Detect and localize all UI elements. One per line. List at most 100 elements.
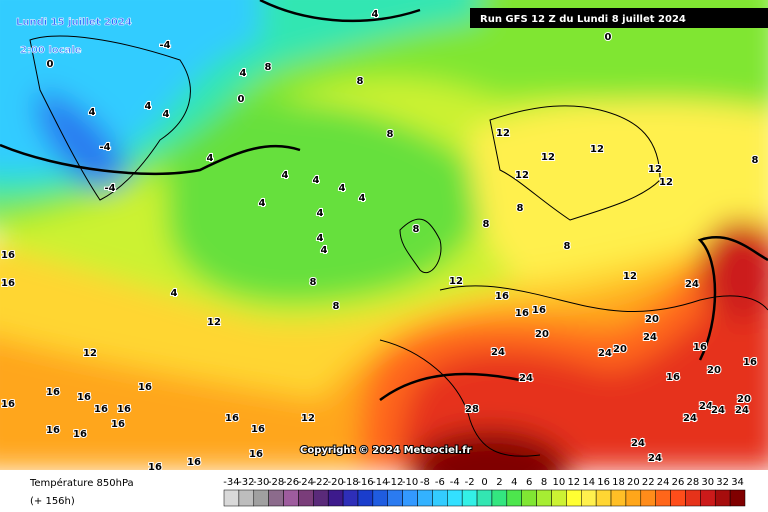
contour-label: 4 [372,9,379,20]
color-swatch [610,489,627,507]
lead-time: (+ 156h) [30,496,75,507]
copyright: Copyright © 2024 Meteociel.fr [300,445,471,456]
contour-label: 8 [564,241,571,252]
contour-label: 12 [301,413,315,424]
color-swatch [461,489,478,507]
contour-label: 20 [535,329,549,340]
contour-label: 16 [187,457,201,468]
color-swatch [283,489,299,507]
color-swatch [223,489,240,507]
contour-label: 4 [240,68,247,79]
legend-title: Température 850hPa [29,477,134,489]
contour-label: 28 [465,404,479,415]
colorbar-label: -32 [238,477,254,488]
color-swatch [685,489,701,507]
colorbar-label: -20 [327,477,343,488]
color-swatch [714,489,731,507]
colorbar-label: 20 [627,477,640,488]
colorbar-label: -16 [357,477,373,488]
color-swatch [700,489,716,507]
colorbar-label: -18 [342,477,358,488]
colorbar-label: -8 [420,477,430,488]
contour-label: 16 [94,404,108,415]
colorbar-label: -22 [313,477,329,488]
color-swatch [357,489,374,507]
contour-label: 12 [496,128,510,139]
contour-label: 24 [735,405,749,416]
contour-label: 16 [1,278,15,289]
colorbar-label: 26 [672,477,685,488]
color-swatch [655,489,671,507]
contour-label: 4 [145,101,152,112]
color-swatch [268,489,284,507]
color-swatch [625,489,642,507]
contour-label: 24 [643,332,657,343]
contour-label: 4 [89,107,96,118]
contour-label: 24 [683,413,697,424]
contour-label: 8 [333,301,340,312]
contour-label: 16 [111,419,125,430]
contour-label: 24 [519,373,533,384]
contour-label: 24 [711,405,725,416]
contour-label: 8 [413,224,420,235]
contour-label: 24 [491,347,505,358]
contour-label: 12 [449,276,463,287]
contour-label: 20 [737,394,751,405]
colorbar-label: -24 [298,477,314,488]
contour-label: 4 [321,245,328,256]
date: Lundi 15 juillet 2024 [16,17,132,28]
contour-label: 8 [483,219,490,230]
colorbar-label: -28 [268,477,284,488]
contour-label: -4 [99,142,110,153]
contour-label: 12 [541,152,555,163]
colorbar-label: -12 [387,477,403,488]
color-swatch [253,489,269,507]
colorbar-label: -26 [283,477,299,488]
contour-label: 20 [707,365,721,376]
colorbar-label: 32 [716,477,729,488]
contour-label: 4 [207,153,214,164]
contour-label: 12 [207,317,221,328]
color-swatch [536,489,552,507]
colorbar-label: 4 [511,477,517,488]
coastlines [29,35,768,457]
colorbar: -34-32-30-28-26-24-22-20-18-16-14-12-10-… [223,477,746,507]
contour-label: 4 [339,183,346,194]
contour-label: 16 [1,250,15,261]
colorbar-label: 12 [567,477,580,488]
colorbar-label: -2 [465,477,475,488]
contour-label: 20 [645,314,659,325]
contour-label: -4 [159,40,170,51]
contour-label: 8 [752,155,759,166]
color-swatch [327,489,344,507]
contour-label: 12 [515,170,529,181]
contour-label: 12 [590,144,604,155]
color-swatch [417,489,433,507]
color-swatch [491,489,508,507]
contour-label: 4 [259,198,266,209]
contour-label: 12 [648,164,662,175]
local-time: 2:00 locale [20,45,82,56]
contour-label: 12 [83,348,97,359]
contour-label: 16 [249,449,263,460]
contour-label: 16 [693,342,707,353]
color-swatch [506,489,522,507]
contour-label: 4 [317,208,324,219]
colorbar-label: 16 [597,477,610,488]
colorbar-label: -30 [253,477,269,488]
color-swatch [581,489,597,507]
color-swatch [551,489,567,507]
colorbar-label: 10 [553,477,566,488]
color-swatch [640,489,656,507]
contour-label: 16 [515,308,529,319]
contour-label: 4 [171,288,178,299]
contour-label: 0 [47,59,54,70]
colorbar-label: 28 [687,477,700,488]
colorbar-label: -6 [435,477,445,488]
thick-contours [0,0,768,402]
color-swatch [476,489,493,507]
color-swatch [670,489,686,507]
